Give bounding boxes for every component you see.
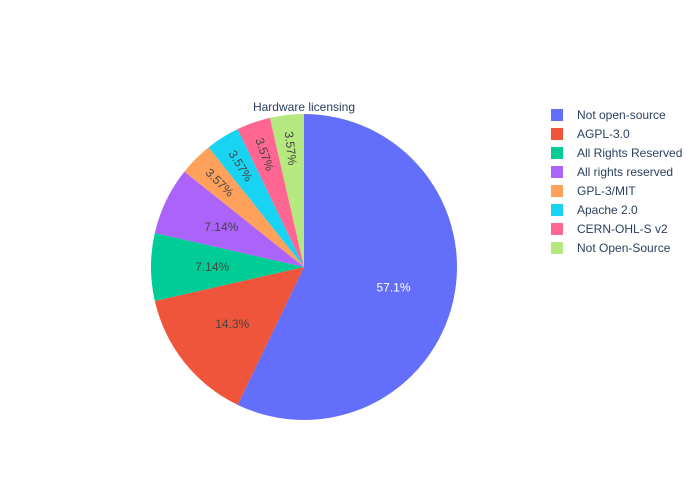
chart-title: Hardware licensing [253,100,355,114]
legend-swatch-7[interactable] [551,223,563,235]
legend: Not open-source AGPL-3.0 All Rights Reserv… [551,108,682,255]
legend-swatch-2[interactable] [551,128,563,140]
pie-slice-2 [154,267,304,405]
pie-slice-label-2: 14.3% [215,317,249,331]
pie-slice-3 [151,232,304,302]
legend-label-1[interactable]: Not open-source [577,108,666,122]
pie-slice-label-4: 7.14% [204,220,238,234]
pie-slice-label-8: 3.57% [282,131,300,167]
legend-label-8[interactable]: Not Open-Source [577,241,671,255]
legend-label-2[interactable]: AGPL-3.0 [577,127,630,141]
legend-swatch-8[interactable] [551,242,563,254]
legend-swatch-3[interactable] [551,147,563,159]
legend-label-3[interactable]: All Rights Reserved [577,146,682,160]
pie-slice-5 [184,147,304,267]
legend-swatch-5[interactable] [551,185,563,197]
pie-slice-6 [208,129,304,267]
legend-swatch-6[interactable] [551,204,563,216]
pie-slice-7 [237,117,304,267]
pie-slices [151,114,458,420]
legend-swatch-1[interactable] [551,109,563,121]
pie-slice-1 [237,114,458,420]
legend-label-7[interactable]: CERN-OHL-S v2 [577,222,668,236]
legend-label-4[interactable]: All rights reserved [577,165,673,179]
pie-slice-label-3: 7.14% [195,260,229,274]
pie-slice-label-1: 57.1% [376,280,410,294]
legend-label-6[interactable]: Apache 2.0 [577,203,638,217]
legend-swatch-4[interactable] [551,166,563,178]
legend-label-5[interactable]: GPL-3/MIT [577,184,636,198]
pie-slice-8 [269,114,304,267]
pie-slice-4 [154,171,304,267]
